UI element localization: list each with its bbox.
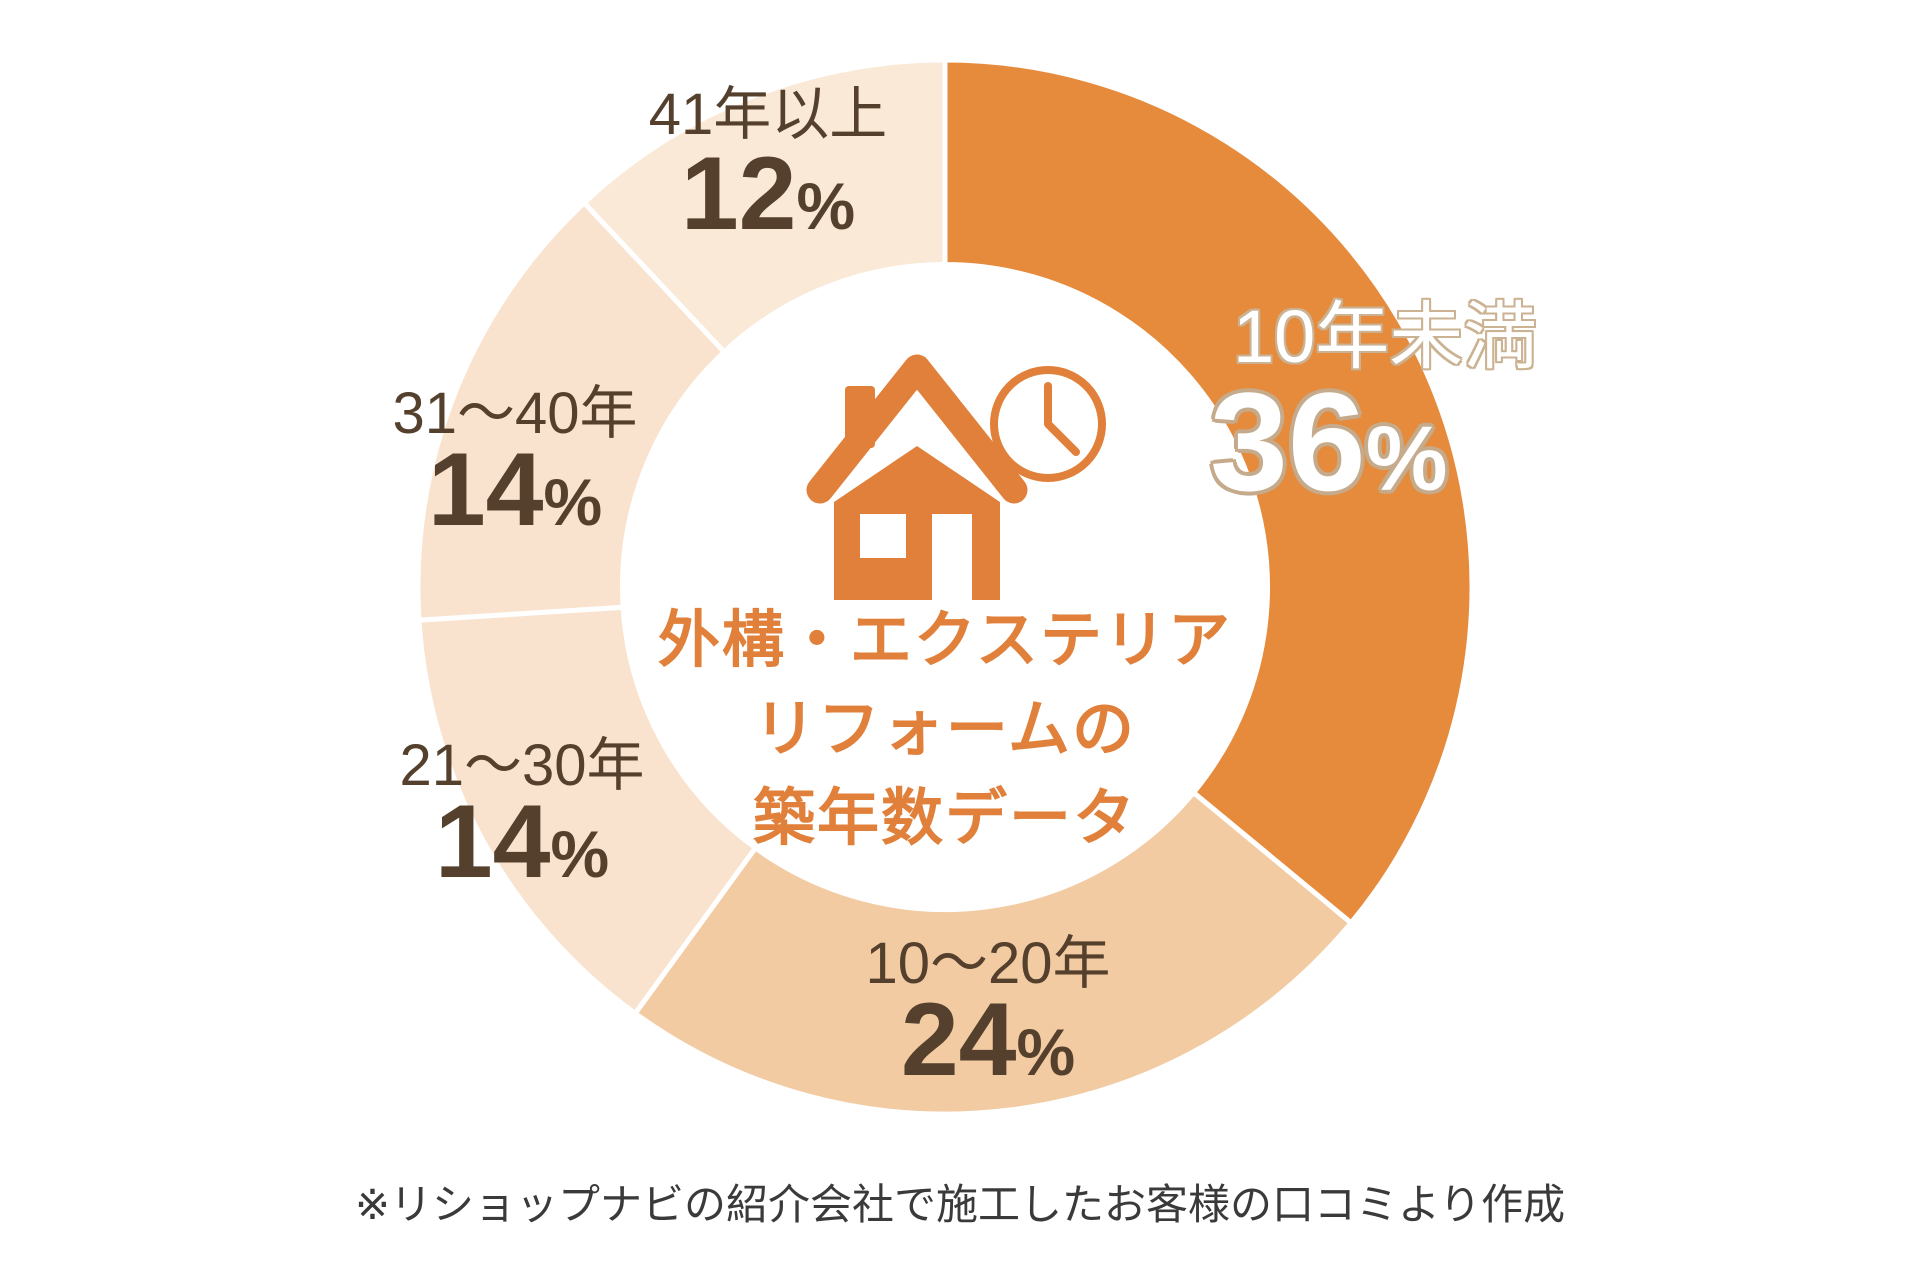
- donut-segment-3: [415, 200, 727, 623]
- house-window: [860, 514, 906, 558]
- donut-segment-1: [632, 790, 1354, 1117]
- segment-percent: 24%: [900, 982, 1076, 1098]
- donut-segment-0: [942, 57, 1475, 926]
- chart-center-title: 外構・エクステリア リフォームの 築年数データ: [595, 596, 1295, 863]
- segment-percent: 14%: [434, 784, 610, 900]
- segment-name: 41年以上: [648, 82, 888, 147]
- clock-icon: [990, 366, 1106, 482]
- donut-segment-4: [581, 57, 948, 355]
- label-10-years-under: 10年未満 36%: [1210, 298, 1830, 525]
- house-door: [932, 514, 972, 600]
- segment-name: 31〜40年: [392, 381, 638, 446]
- chart-center-title-line2: リフォームの: [753, 695, 1137, 764]
- label-21-30-years: 21〜30年 14%: [292, 733, 752, 902]
- segment-name: 21〜30年: [399, 733, 645, 798]
- segment-percent: 14%: [427, 432, 603, 548]
- segment-percent: 36%: [1210, 363, 1448, 520]
- chart-center-title-line1: 外構・エクステリア: [657, 606, 1233, 675]
- donut-segment-2: [416, 604, 758, 1016]
- footnote: ※リショップナビの紹介会社で施工したお客様の口コミより作成: [354, 1181, 1566, 1228]
- segment-name: 10〜20年: [865, 931, 1111, 996]
- label-10-20-years: 10〜20年 24%: [758, 931, 1218, 1100]
- house-icon: [806, 354, 1028, 600]
- chart-center-title-line3: 築年数データ: [752, 784, 1137, 853]
- segment-percent: 12%: [680, 136, 856, 252]
- donut-slices: [415, 57, 1475, 1117]
- segment-name: 10年未満: [1233, 295, 1538, 378]
- label-31-40-years: 31〜40年 14%: [285, 381, 745, 550]
- label-41-years-over: 41年以上 12%: [538, 86, 998, 256]
